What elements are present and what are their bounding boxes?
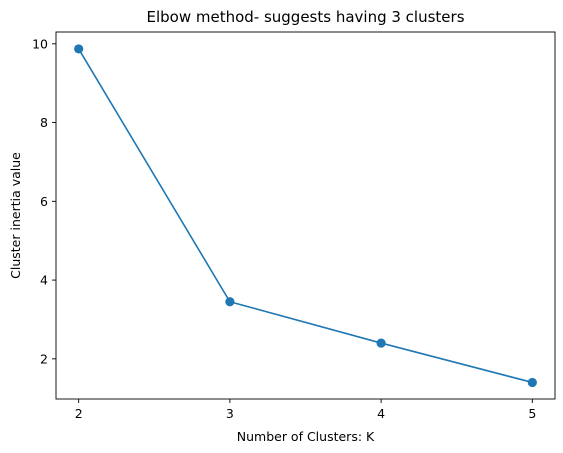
data-point-k2: [74, 44, 84, 54]
x-tick-label-3: 3: [226, 406, 234, 421]
x-tick-label-4: 4: [377, 406, 385, 421]
y-tick-label-6: 6: [40, 194, 48, 209]
x-tick-label-2: 2: [75, 406, 83, 421]
data-point-k3: [225, 297, 235, 307]
y-tick-label-2: 2: [40, 351, 48, 366]
y-tick-label-8: 8: [40, 115, 48, 130]
y-axis-label: Cluster inertia value: [8, 152, 23, 279]
x-tick-label-5: 5: [528, 406, 536, 421]
data-point-k5: [527, 377, 537, 388]
axes-frame: [55, 31, 556, 400]
x-axis-label: Number of Clusters: K: [237, 429, 375, 444]
series-line-0: [77, 48, 533, 384]
y-tick-label-4: 4: [40, 273, 48, 288]
data-point-k4: [376, 338, 386, 348]
chart-title: Elbow method- suggests having 3 clusters: [146, 8, 464, 26]
y-tick-label-10: 10: [32, 36, 48, 51]
plot-area: 2 3 4 5 2 4 6 8 10: [32, 31, 556, 421]
